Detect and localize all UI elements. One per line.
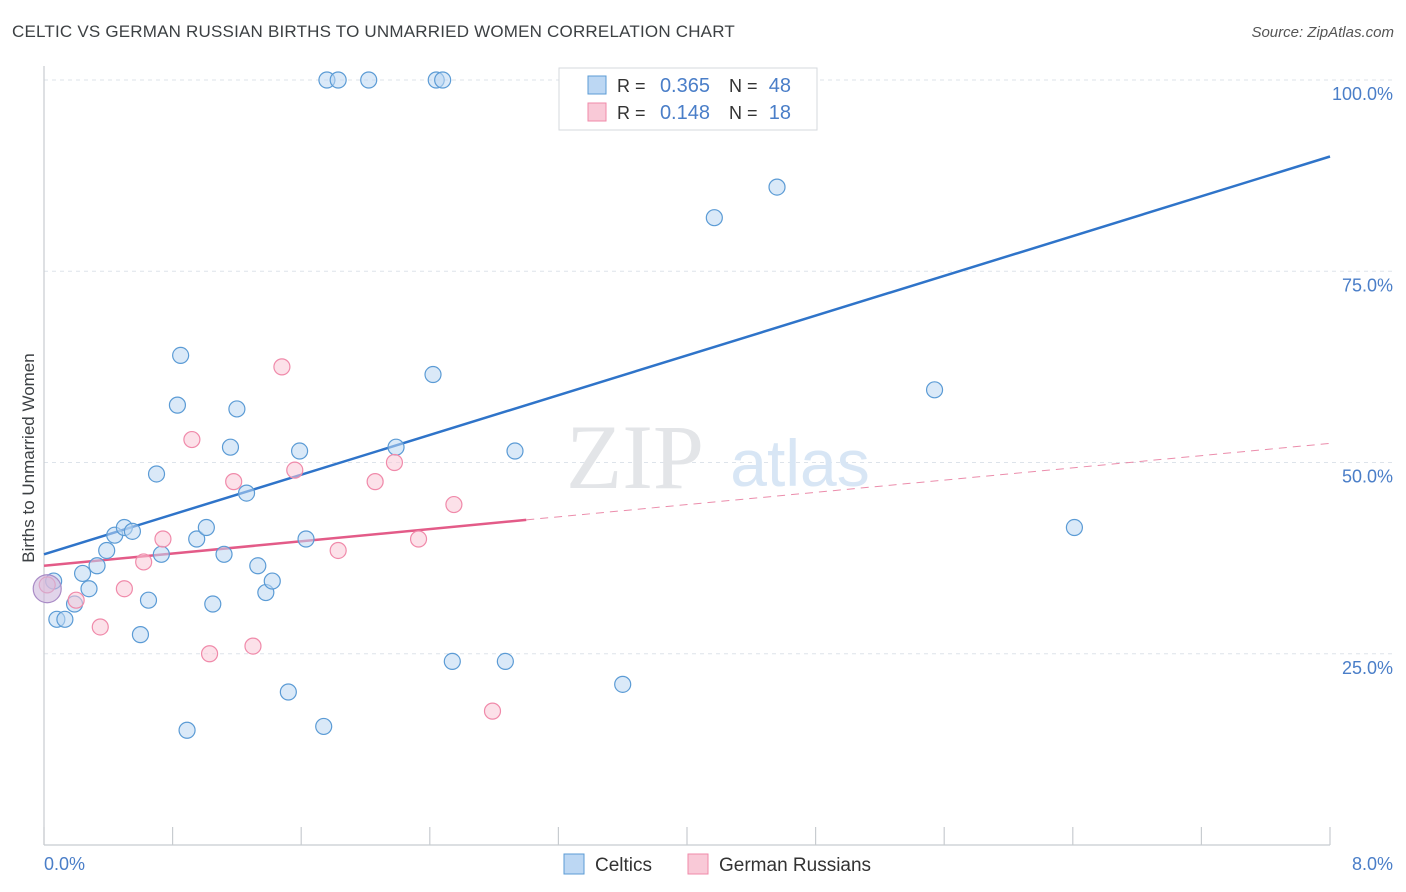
watermark-zip: ZIP [566, 406, 704, 508]
german-russians-point [244, 637, 262, 655]
german-stats-swatch [587, 102, 607, 122]
celtics-point [168, 396, 187, 414]
r-label: R = [617, 103, 646, 123]
celtics-point [434, 71, 452, 89]
celtics-point [188, 530, 206, 548]
celtics-point [237, 484, 256, 502]
german-russians-point [483, 702, 502, 720]
celtics-point [614, 675, 632, 693]
celtics-point [204, 595, 222, 613]
x-tick-label: 8.0% [1352, 854, 1393, 874]
celtics-point [263, 572, 281, 590]
german-russians-point [445, 495, 463, 514]
german-russians-point [273, 358, 291, 376]
celtics-point [279, 683, 297, 701]
r-label: R = [617, 76, 646, 96]
celtics-point [387, 438, 405, 456]
x-tick-label: 0.0% [44, 854, 85, 874]
celtics-point [506, 442, 524, 460]
celtics-point [496, 652, 514, 671]
german-russians-point [154, 530, 172, 548]
y-tick-label: 100.0% [1332, 84, 1393, 104]
celtics-point [1065, 518, 1084, 537]
source-attribution: Source: ZipAtlas.com [1251, 24, 1394, 41]
celtics-point [221, 438, 240, 456]
y-tick-label: 25.0% [1342, 658, 1393, 678]
german-russians-point [135, 553, 153, 571]
celtics-point [249, 557, 267, 575]
watermark-atlas: atlas [730, 426, 869, 500]
german-russians-point [329, 541, 347, 560]
german-russians-point [225, 473, 243, 491]
german-russians-trendline-extension [526, 442, 1331, 521]
german-r-value: 0.148 [660, 102, 710, 124]
celtics-point [329, 71, 347, 89]
german-russians-point [67, 591, 85, 609]
celtics-point [360, 71, 378, 89]
chart-title: CELTIC VS GERMAN RUSSIAN BIRTHS TO UNMAR… [12, 22, 735, 41]
celtics-point [139, 591, 158, 609]
german-russians-point [183, 430, 201, 449]
celtics-point [73, 564, 92, 583]
celtics-point [152, 545, 170, 563]
celtics-point [768, 178, 786, 196]
german-russians-trendline [43, 518, 527, 568]
celtics-point [56, 610, 74, 628]
celtics-point [123, 522, 142, 540]
german-russians-point [115, 580, 133, 598]
celtics-point [88, 557, 106, 575]
german-n-value: 18 [769, 102, 791, 124]
german-russians-point [409, 530, 428, 548]
celtics-point [80, 580, 98, 598]
celtics-point [228, 400, 246, 418]
overlap-cluster-point [32, 574, 62, 604]
celtic-n-value: 48 [769, 75, 791, 97]
y-tick-label: 75.0% [1342, 275, 1393, 295]
celtics-point [172, 346, 190, 364]
celtics-point [290, 442, 309, 460]
celtic-r-value: 0.365 [660, 75, 710, 97]
celtics-point [98, 541, 116, 560]
y-axis-label: Births to Unmarried Women [19, 353, 38, 562]
legend-celtics-swatch [563, 853, 585, 875]
legend-german-russians-swatch [687, 853, 709, 875]
celtics-point [178, 721, 196, 739]
celtic-stats-swatch [587, 75, 607, 95]
legend-celtics-label: Celtics [595, 855, 652, 876]
n-label: N = [729, 76, 758, 96]
celtics-point [315, 717, 333, 736]
celtics-point [443, 652, 461, 671]
celtics-point [147, 465, 166, 483]
german-russians-point [366, 473, 384, 491]
legend-german-russians-label: German Russians [719, 855, 871, 876]
celtics-point [297, 530, 315, 548]
celtics-point [705, 209, 723, 227]
celtics-point [197, 518, 215, 537]
n-label: N = [729, 103, 758, 123]
german-russians-point [385, 453, 404, 472]
celtics-point [424, 365, 442, 384]
german-russians-point [286, 461, 304, 479]
celtics-trendline [43, 155, 1331, 556]
y-tick-label: 50.0% [1342, 467, 1393, 487]
celtics-point [215, 545, 233, 563]
german-russians-point [200, 645, 219, 663]
celtics-point [131, 626, 150, 644]
german-russians-point [91, 618, 109, 636]
celtics-point [925, 381, 944, 399]
